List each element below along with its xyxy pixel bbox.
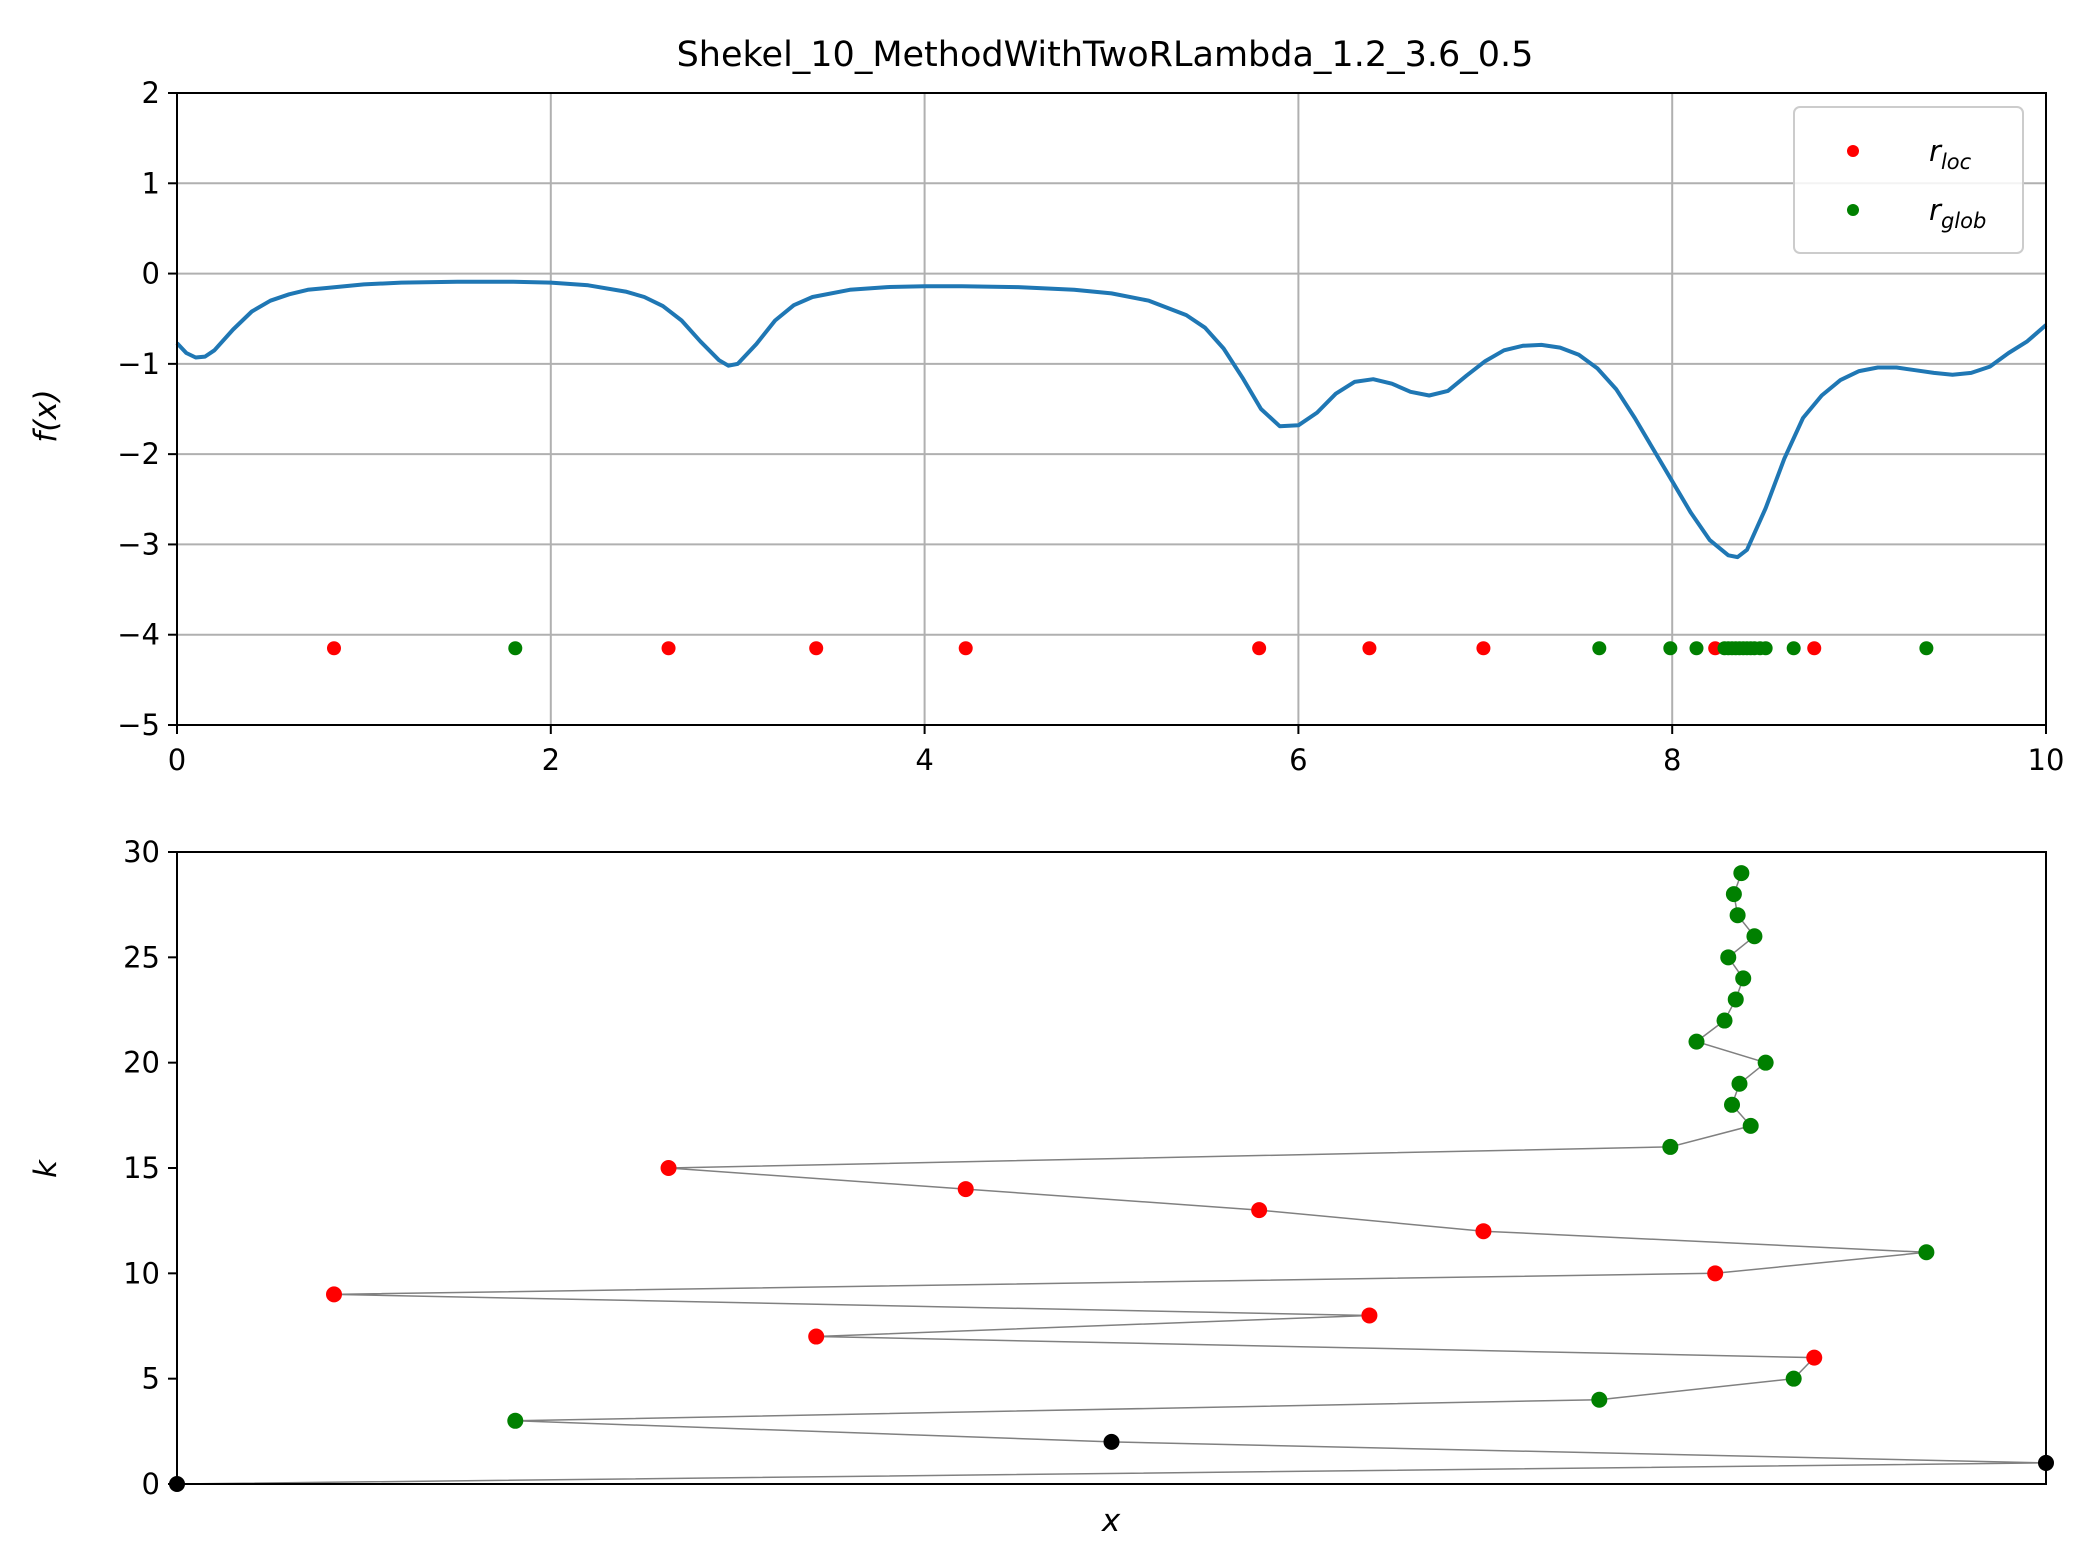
iteration-point-18 (1724, 1096, 1741, 1113)
top-point-red-3 (958, 641, 973, 656)
top-subplot: Shekel_10_MethodWithTwoRLambda_1.2_3.6_0… (28, 35, 2064, 777)
bottom-y-tick-label-6: 30 (123, 835, 160, 869)
top-point-green-2 (1663, 641, 1678, 656)
top-point-red-0 (326, 641, 341, 656)
top-x-tick-label-2: 4 (915, 743, 933, 777)
iteration-point-10 (1707, 1265, 1724, 1282)
bottom-y-tick-label-3: 15 (123, 1151, 160, 1185)
bottom-y-tick-label-0: 0 (142, 1467, 160, 1501)
iteration-point-14 (957, 1181, 974, 1198)
top-x-tick-label-0: 0 (168, 743, 186, 777)
legend-marker-r-loc (1847, 145, 1859, 157)
iteration-point-5 (1785, 1370, 1802, 1387)
iteration-point-27 (1729, 907, 1746, 924)
legend-subscript-glob: glob (1941, 209, 1986, 233)
iteration-point-6 (1806, 1349, 1823, 1366)
legend-subscript-loc: loc (1941, 150, 1972, 174)
bottom-x-axis-label: x (1101, 1503, 1121, 1539)
legend-label-r-loc: rloc (1929, 134, 1972, 174)
iteration-point-9 (325, 1286, 342, 1303)
iteration-point-21 (1688, 1033, 1705, 1050)
chart-title: Shekel_10_MethodWithTwoRLambda_1.2_3.6_0… (677, 35, 1534, 75)
iteration-point-25 (1720, 949, 1737, 966)
iteration-point-3 (507, 1412, 524, 1429)
iteration-point-12 (1475, 1223, 1492, 1240)
bottom-axis-ticks: 0 5 10 15 20 25 30 (123, 835, 177, 1501)
top-axis-ticks: 0 2 4 6 8 10 −5 −4 −3 −2 −1 0 1 2 (117, 76, 2064, 777)
iteration-point-22 (1716, 1012, 1733, 1029)
iteration-point-7 (808, 1328, 825, 1345)
function-curve (175, 279, 2048, 560)
legend-box (1793, 106, 2024, 254)
top-y-tick-label-0: −5 (117, 708, 160, 742)
bottom-y-tick-label-5: 25 (123, 940, 160, 974)
top-point-red-5 (1362, 641, 1377, 656)
iteration-point-24 (1735, 970, 1752, 987)
top-x-tick-label-4: 8 (1663, 743, 1681, 777)
top-point-red-6 (1476, 641, 1491, 656)
top-point-green-0 (508, 641, 523, 656)
iteration-point-8 (1361, 1307, 1378, 1324)
top-y-axis-label: f(x) (28, 389, 64, 442)
iteration-point-16 (1662, 1138, 1679, 1155)
top-x-tick-label-1: 2 (542, 743, 560, 777)
bottom-plot-frame (176, 851, 2047, 1485)
iteration-point-19 (1731, 1075, 1748, 1092)
legend-label-r-glob: rglob (1929, 193, 1986, 233)
top-point-green-14 (1758, 641, 1773, 656)
iteration-point-11 (1918, 1244, 1935, 1261)
iteration-point-17 (1742, 1117, 1759, 1134)
top-plot-frame (176, 92, 2047, 726)
iteration-point-23 (1727, 991, 1744, 1008)
top-point-green-16 (1919, 641, 1934, 656)
iteration-point-4 (1591, 1391, 1608, 1408)
legend-symbol-r-loc: r (1929, 134, 1943, 168)
iteration-point-15 (660, 1160, 677, 1176)
legend-marker-r-glob (1847, 204, 1859, 216)
top-x-tick-label-5: 10 (2028, 743, 2065, 777)
top-y-tick-label-6: 1 (142, 166, 160, 200)
top-y-tick-label-5: 0 (142, 257, 160, 291)
top-y-tick-label-3: −2 (117, 437, 160, 471)
bottom-subplot: k x 0 5 10 15 20 25 30 (28, 835, 2054, 1539)
bottom-y-tick-label-2: 10 (123, 1256, 160, 1290)
top-point-red-4 (1252, 641, 1267, 656)
iteration-point-26 (1746, 928, 1763, 945)
iteration-point-28 (1725, 886, 1742, 903)
top-y-tick-label-1: −4 (117, 618, 160, 652)
top-point-red-8 (1807, 641, 1822, 656)
legend-symbol-r-glob: r (1929, 193, 1943, 227)
bottom-y-tick-label-4: 20 (123, 1046, 160, 1080)
top-x-tick-label-3: 6 (1289, 743, 1307, 777)
bottom-iteration-points (169, 865, 2054, 1492)
bottom-y-tick-label-1: 5 (142, 1362, 160, 1396)
top-y-tick-label-7: 2 (142, 76, 160, 110)
iteration-point-29 (1733, 865, 1750, 882)
top-curve-group (175, 279, 2048, 560)
top-trial-points (326, 641, 1934, 656)
iteration-point-2 (1103, 1433, 1120, 1450)
bottom-y-axis-label: k (28, 1159, 64, 1178)
top-point-red-2 (809, 641, 824, 656)
top-y-tick-label-2: −3 (117, 527, 160, 561)
top-point-green-15 (1786, 641, 1801, 656)
top-point-green-3 (1689, 641, 1704, 656)
top-y-tick-label-4: −1 (117, 347, 160, 381)
top-point-green-1 (1592, 641, 1607, 656)
legend: rloc rglob (1793, 106, 2024, 254)
iteration-point-13 (1251, 1202, 1268, 1219)
top-point-red-1 (661, 641, 676, 656)
iteration-point-20 (1757, 1054, 1774, 1071)
